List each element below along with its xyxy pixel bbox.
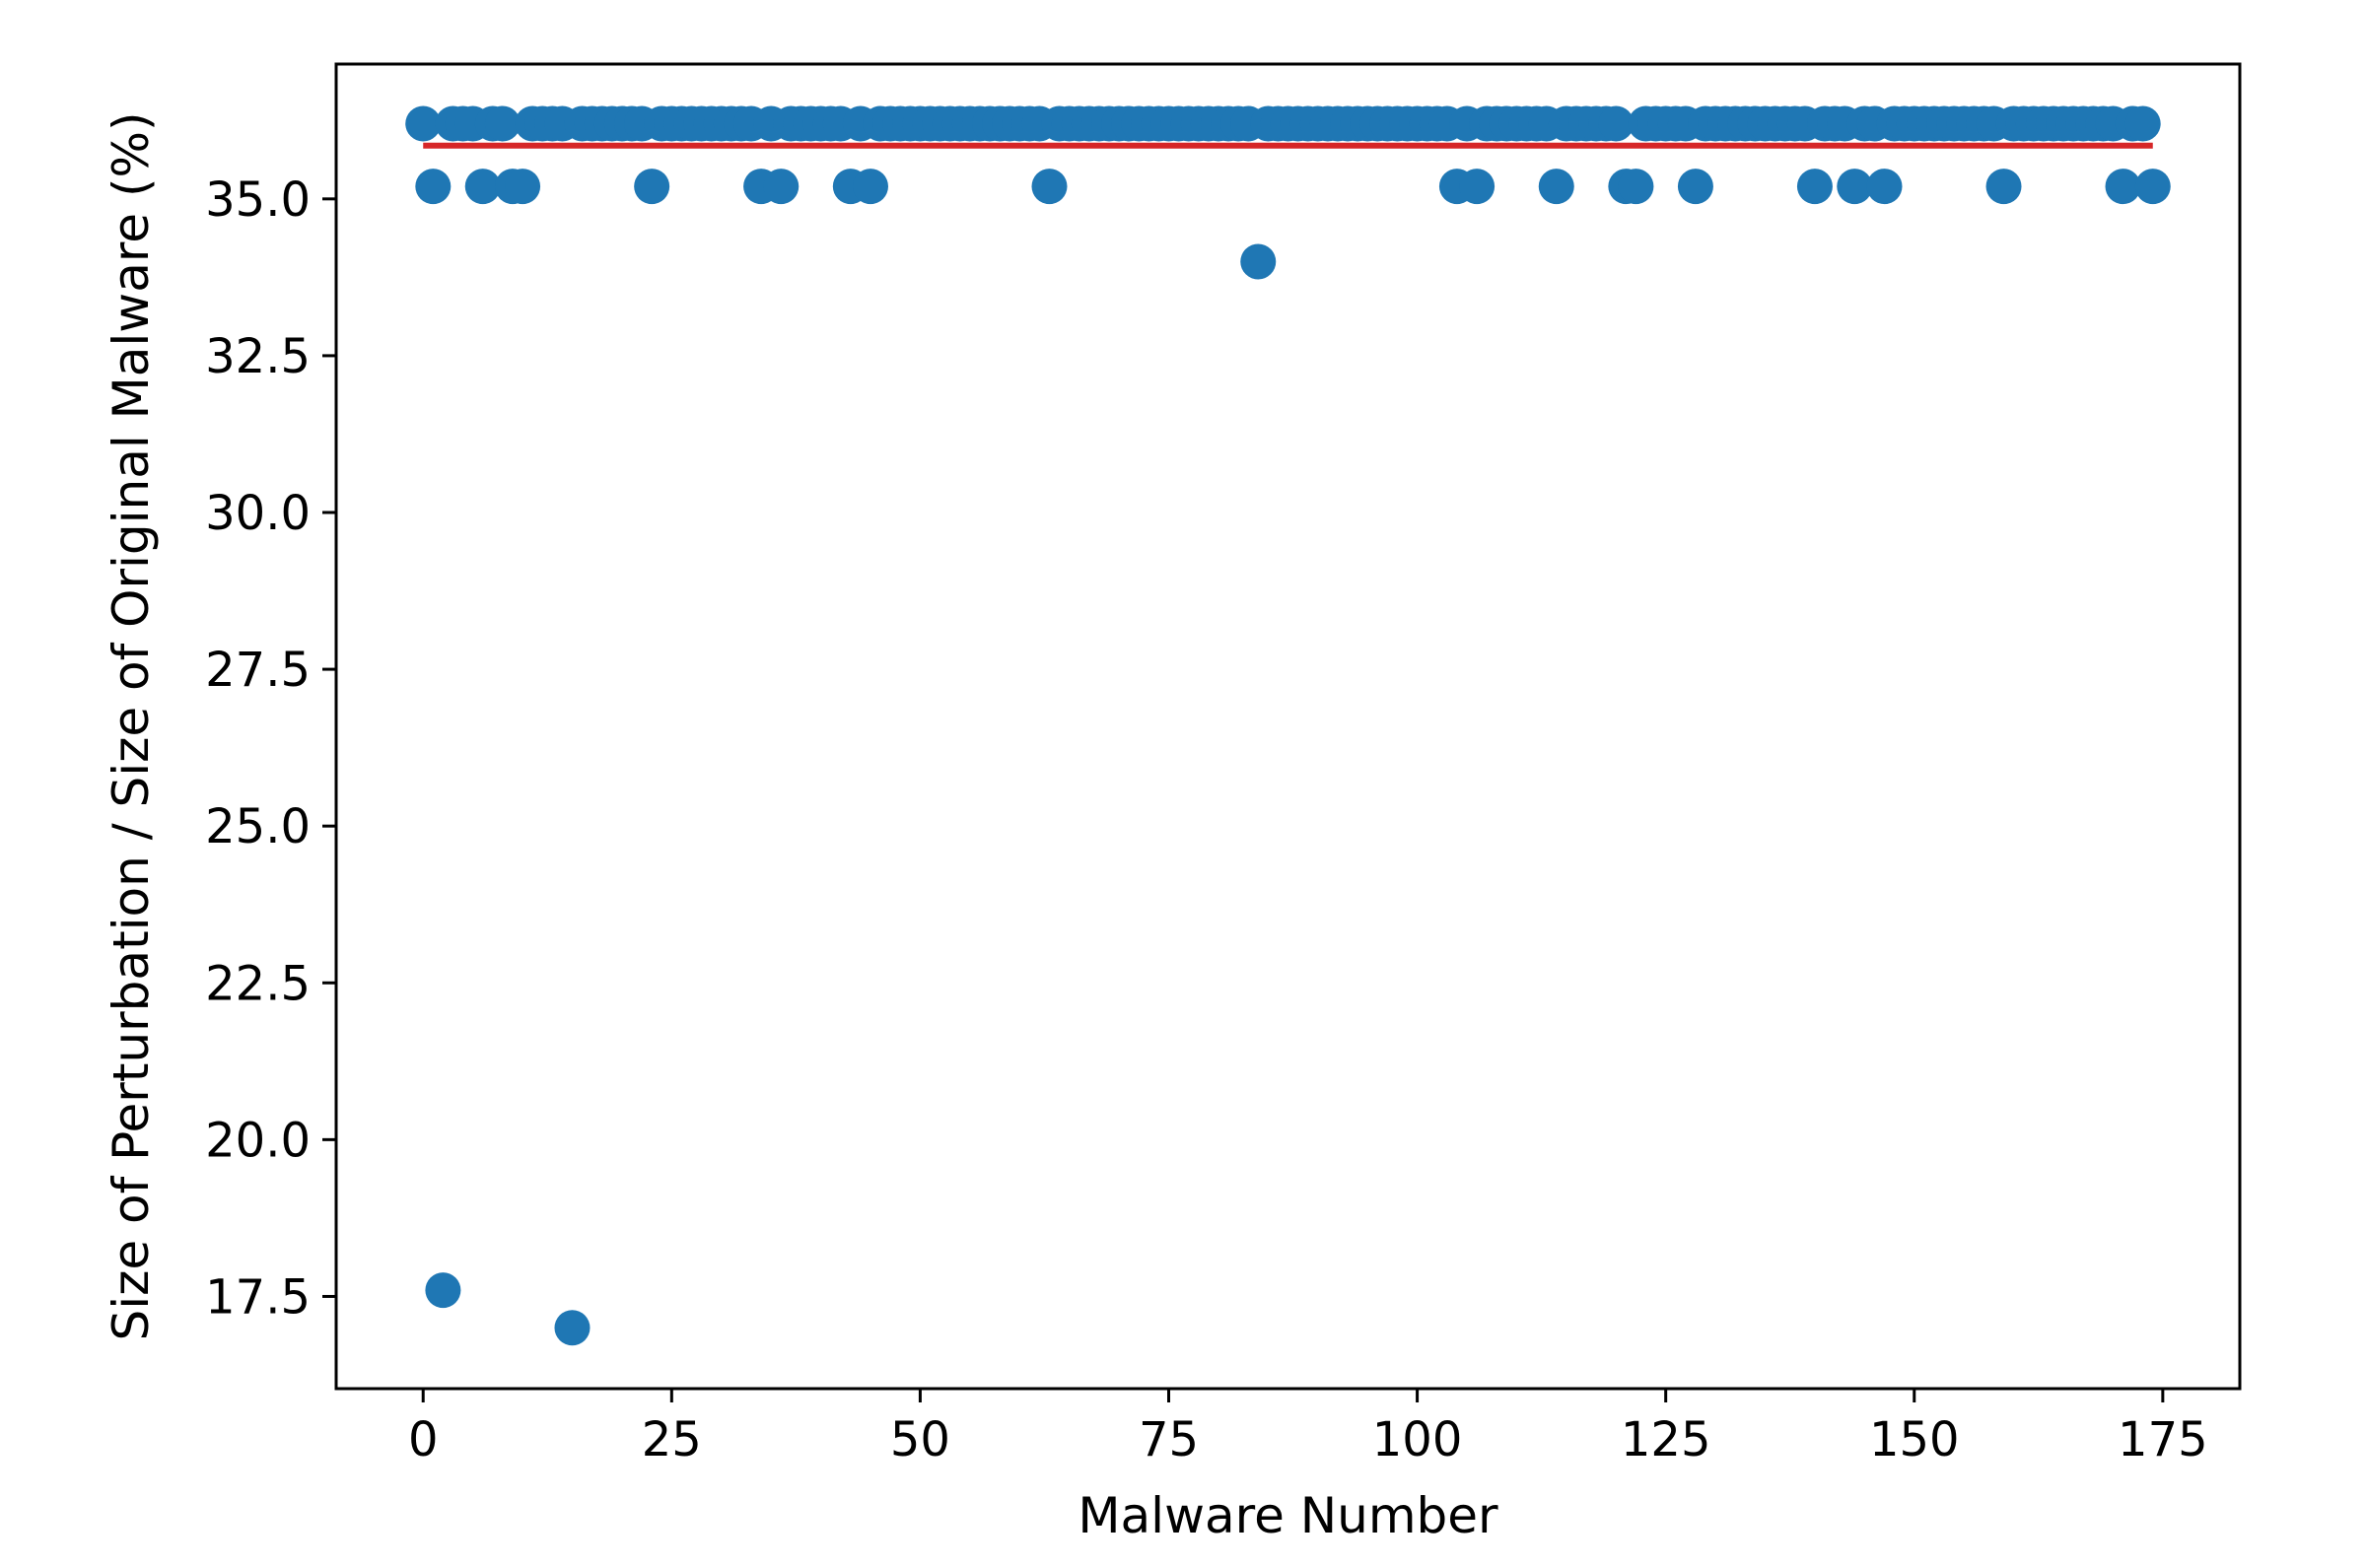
data-point bbox=[2105, 169, 2141, 205]
plot-frame bbox=[334, 62, 2242, 1391]
y-axis-label: Size of Perturbation / Size of Original … bbox=[103, 112, 160, 1341]
y-tick-label: 32.5 bbox=[205, 329, 311, 384]
data-point bbox=[415, 169, 452, 205]
data-point bbox=[405, 105, 442, 142]
data-point bbox=[1618, 169, 1654, 205]
data-point bbox=[763, 169, 800, 205]
y-tick-label: 35.0 bbox=[205, 172, 311, 228]
x-tick-label: 150 bbox=[1869, 1412, 1960, 1467]
data-point bbox=[1985, 169, 2022, 205]
y-tick-label: 20.0 bbox=[205, 1113, 311, 1168]
y-tick-label: 27.5 bbox=[205, 643, 311, 698]
data-point bbox=[634, 169, 670, 205]
x-tick-label: 25 bbox=[642, 1412, 702, 1467]
points-layer bbox=[405, 105, 2171, 1346]
data-point bbox=[852, 169, 888, 205]
data-point bbox=[1677, 169, 1713, 205]
x-tick-label: 175 bbox=[2118, 1412, 2208, 1467]
data-point bbox=[484, 105, 521, 142]
data-point bbox=[1866, 169, 1903, 205]
data-point bbox=[2124, 105, 2161, 142]
data-point bbox=[1837, 169, 1873, 205]
x-tick-label: 125 bbox=[1621, 1412, 1711, 1467]
data-point bbox=[425, 1272, 461, 1309]
data-point bbox=[2134, 169, 2171, 205]
x-tick-label: 50 bbox=[890, 1412, 950, 1467]
data-point bbox=[1459, 169, 1496, 205]
x-tick-label: 75 bbox=[1139, 1412, 1199, 1467]
y-tick-label: 17.5 bbox=[205, 1269, 311, 1325]
data-point bbox=[554, 1310, 591, 1346]
y-tick-label: 22.5 bbox=[205, 956, 311, 1011]
data-point bbox=[464, 169, 501, 205]
data-point bbox=[505, 169, 541, 205]
y-tick-label: 25.0 bbox=[205, 799, 311, 854]
data-point bbox=[1240, 243, 1277, 280]
data-point bbox=[1598, 105, 1635, 142]
data-point bbox=[1031, 169, 1068, 205]
y-axis-ticks: 17.5 20.0 22.5 25.0 27.5 30.0 32.5 35.0 bbox=[205, 172, 336, 1325]
y-tick-label: 30.0 bbox=[205, 486, 311, 541]
data-point bbox=[1796, 169, 1833, 205]
data-point bbox=[1538, 169, 1574, 205]
x-axis-label: Malware Number bbox=[1078, 1487, 1498, 1544]
x-axis-ticks: 0 25 50 75 100 125 150 175 bbox=[408, 1389, 2208, 1467]
x-tick-label: 100 bbox=[1372, 1412, 1463, 1467]
x-tick-label: 0 bbox=[408, 1412, 439, 1467]
